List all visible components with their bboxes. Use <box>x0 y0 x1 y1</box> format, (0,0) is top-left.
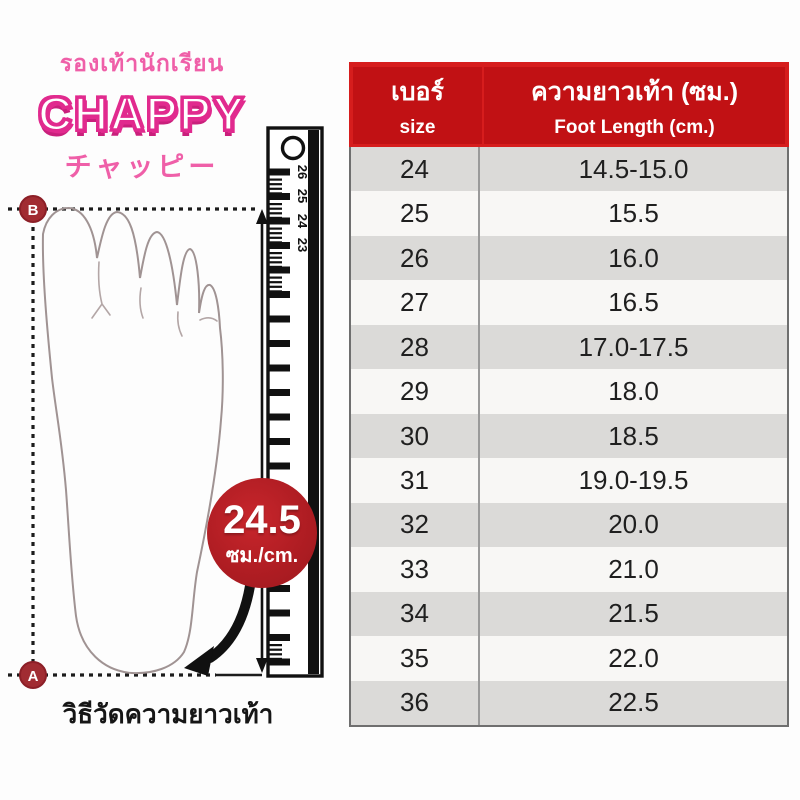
table-row: 24 14.5-15.0 <box>351 147 787 192</box>
curved-arrow <box>184 581 255 676</box>
foot-length-cell: 19.0-19.5 <box>578 465 689 496</box>
table-row: 34 21.5 <box>351 591 787 637</box>
table-row: 36 22.5 <box>351 680 787 726</box>
header-size-english: size <box>399 117 436 138</box>
header-size-column: เบอร์ size <box>353 67 482 144</box>
table-row: 30 18.5 <box>351 413 787 459</box>
foot-length-cell: 17.0-17.5 <box>578 331 689 362</box>
badge-value: 24.5 <box>223 498 301 542</box>
header-length-english: Foot Length (cm.) <box>554 117 715 138</box>
size-cell: 24 <box>351 147 480 192</box>
ruler-number: 23 <box>295 238 310 252</box>
brand-name: CHAPPY <box>37 86 246 142</box>
size-cell: 31 <box>351 458 480 503</box>
table-row: 27 16.5 <box>351 280 787 325</box>
foot-length-cell: 18.5 <box>608 420 659 451</box>
foot-length-cell: 14.5-15.0 <box>578 153 689 184</box>
foot-length-cell: 21.5 <box>608 598 659 629</box>
size-cell: 36 <box>351 680 480 726</box>
svg-text:B: B <box>28 202 39 219</box>
ruler: 26 25 24 23 <box>266 126 324 678</box>
measurement-arrow <box>256 209 268 673</box>
diagram-caption: วิธีวัดความยาวเท้า <box>62 699 274 729</box>
size-table-body: 24 14.5-15.0 25 15.5 26 16.0 27 16.5 28 17.0-17.5… <box>349 147 789 727</box>
size-cell: 30 <box>351 413 480 459</box>
size-cell: 28 <box>351 324 480 370</box>
length-badge: 24.5 ซม./cm. <box>207 478 317 588</box>
foot-length-cell: 22.0 <box>608 642 659 673</box>
ruler-hole <box>280 135 306 161</box>
foot-length-cell: 16.5 <box>608 287 659 318</box>
size-cell: 34 <box>351 591 480 637</box>
table-row: 26 16.0 <box>351 235 787 281</box>
size-cell: 32 <box>351 502 480 548</box>
size-table: เบอร์ size ความยาวเท้า (ซม.) Foot Length… <box>349 62 789 727</box>
marker-a: A <box>19 661 47 689</box>
table-row: 25 15.5 <box>351 191 787 236</box>
badge-unit: ซม./cm. <box>225 545 299 567</box>
size-cell: 33 <box>351 547 480 592</box>
size-cell: 29 <box>351 369 480 414</box>
foot-length-cell: 15.5 <box>608 198 659 229</box>
ruler-number: 26 <box>295 165 310 179</box>
header-length-thai: ความยาวเท้า (ซม.) <box>530 78 739 106</box>
foot-outline <box>41 206 224 675</box>
foot-length-cell: 20.0 <box>608 509 659 540</box>
marker-b: B <box>19 195 47 223</box>
size-cell: 27 <box>351 280 480 325</box>
brand-name-japanese: チャッピー <box>64 152 220 182</box>
table-row: 31 19.0-19.5 <box>351 458 787 503</box>
size-cell: 26 <box>351 235 480 281</box>
ruler-ticks <box>269 168 290 666</box>
size-cell: 25 <box>351 191 480 236</box>
table-row: 29 18.0 <box>351 369 787 414</box>
table-row: 33 21.0 <box>351 547 787 592</box>
foot-length-cell: 21.0 <box>608 553 659 584</box>
table-row: 28 17.0-17.5 <box>351 324 787 370</box>
ruler-number: 24 <box>295 214 310 229</box>
svg-text:A: A <box>28 668 39 685</box>
foot-length-cell: 22.5 <box>608 687 659 718</box>
brand-tagline: รองเท้านักเรียน <box>59 50 225 76</box>
table-header: เบอร์ size ความยาวเท้า (ซม.) Foot Length… <box>349 62 789 147</box>
table-row: 35 22.0 <box>351 636 787 681</box>
brand-logo: รองเท้านักเรียน CHAPPY チャッピー <box>12 46 272 184</box>
foot-length-cell: 18.0 <box>608 376 659 407</box>
ruler-number: 25 <box>295 189 310 203</box>
size-cell: 35 <box>351 636 480 681</box>
header-size-thai: เบอร์ <box>391 78 444 106</box>
header-length-column: ความยาวเท้า (ซม.) Foot Length (cm.) <box>484 67 785 144</box>
foot-length-cell: 16.0 <box>608 242 659 273</box>
table-row: 32 20.0 <box>351 502 787 548</box>
